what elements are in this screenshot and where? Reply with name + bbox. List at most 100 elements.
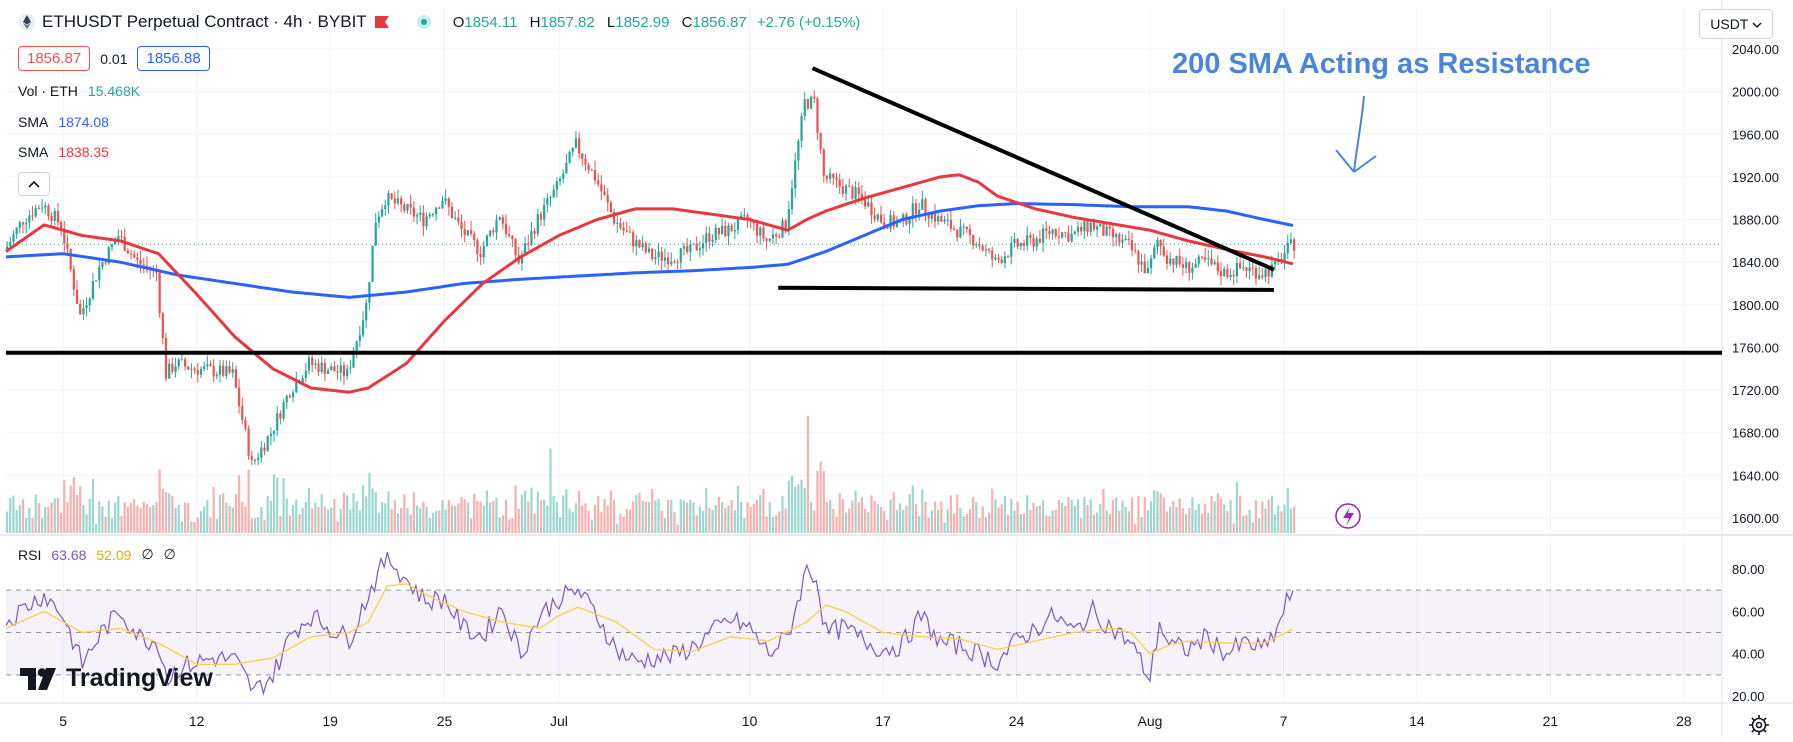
candle-up <box>94 280 98 282</box>
candle-up <box>867 202 870 207</box>
sell-price-button[interactable]: 1856.87 <box>18 46 91 71</box>
symbol-title[interactable]: ETHUSDT Perpetual Contract · 4h · BYBIT <box>42 12 367 31</box>
sma50-legend[interactable]: SMA 1838.35 <box>18 144 109 160</box>
volume-bar <box>1280 511 1283 533</box>
currency-button[interactable]: USDT <box>1699 9 1773 39</box>
rsi-legend[interactable]: RSI 63.68 52.09 ∅ ∅ <box>18 546 176 563</box>
candle-down <box>873 215 876 220</box>
candle-down <box>612 212 616 224</box>
volume-bar <box>342 492 346 533</box>
volume-bar <box>368 472 371 533</box>
collapse-legend-button[interactable] <box>18 172 50 196</box>
volume-bar <box>339 508 342 533</box>
settings-button[interactable] <box>1748 714 1770 736</box>
candle-up <box>444 198 447 201</box>
volume-bar <box>1003 496 1007 533</box>
volume-bar <box>174 507 177 533</box>
candle-up <box>574 138 578 148</box>
candle-up <box>994 257 997 260</box>
volume-bar <box>536 491 539 533</box>
tradingview-watermark: TradingView <box>20 664 213 693</box>
candle-up <box>809 96 813 109</box>
candle-up <box>523 243 527 255</box>
candle-down <box>187 366 190 370</box>
candle-up <box>543 204 546 220</box>
candle-up <box>689 244 692 252</box>
price-tick-label: 1600.00 <box>1732 511 1779 526</box>
candles <box>6 90 1296 466</box>
candle-down <box>972 234 975 246</box>
volume-bar <box>234 493 238 533</box>
volume-bar <box>686 502 689 533</box>
volume-bar <box>88 498 91 533</box>
volume-bar <box>571 511 574 533</box>
candle-up <box>1153 247 1156 259</box>
candle-down <box>1127 238 1130 241</box>
candle-up <box>562 173 565 179</box>
candle-down <box>317 363 320 372</box>
volume-bar <box>635 495 638 533</box>
candle-down <box>581 153 584 159</box>
volume-bar <box>31 518 34 533</box>
candle-down <box>730 225 733 232</box>
volume-bar <box>40 518 44 533</box>
annotation-arrow <box>1335 95 1377 173</box>
volume-bar <box>908 494 911 533</box>
volume-bar <box>1165 511 1169 533</box>
volume-bar <box>1143 496 1146 533</box>
volume-bar <box>975 502 978 533</box>
candle-up <box>489 230 492 236</box>
candle-down <box>1216 262 1219 272</box>
volume-bar <box>584 503 587 533</box>
candle-up <box>1264 269 1267 278</box>
candle-down <box>342 365 346 377</box>
volume-bar <box>225 502 228 533</box>
volume-bar <box>276 477 279 533</box>
volume-bar <box>806 416 810 533</box>
volume-bar <box>641 500 644 533</box>
volume-legend[interactable]: Vol · ETH 15.468K <box>18 83 140 99</box>
candle-up <box>918 209 921 215</box>
candle-up <box>374 222 377 246</box>
candle-down <box>1092 222 1096 230</box>
candle-up <box>1070 233 1073 242</box>
candle-up <box>435 207 438 215</box>
volume-bar <box>558 517 562 533</box>
volume-bar <box>428 518 431 533</box>
volume-bar <box>682 500 686 533</box>
sma200-legend[interactable]: SMA 1874.08 <box>18 114 109 130</box>
volume-bar <box>612 499 616 533</box>
volume-bar <box>371 488 374 533</box>
volume-bar <box>469 518 473 533</box>
candle-up <box>571 147 574 153</box>
volume-bar <box>1019 514 1022 533</box>
volume-bar <box>886 519 889 533</box>
candle-up <box>1191 267 1194 273</box>
flag-icon[interactable] <box>373 15 391 29</box>
candle-up <box>794 160 797 189</box>
market-status-dot[interactable] <box>416 15 431 29</box>
volume-bar <box>152 504 155 533</box>
volume-bar <box>241 501 244 533</box>
volume-bar <box>724 507 727 533</box>
volume-bar <box>762 488 765 533</box>
candle-up <box>441 200 444 209</box>
candle-down <box>1267 269 1270 277</box>
buy-price-button[interactable]: 1856.88 <box>137 46 210 71</box>
volume-bar <box>218 494 222 533</box>
volume-bar <box>1277 505 1280 533</box>
volume-bar <box>374 492 377 533</box>
candle-up <box>203 366 206 369</box>
candle-down <box>412 207 415 217</box>
volume-bar <box>832 508 835 533</box>
volume-bar <box>746 502 749 533</box>
volume-bar <box>253 517 257 533</box>
candle-down <box>870 202 873 216</box>
candle-down <box>883 222 886 226</box>
volume-bar <box>660 510 663 533</box>
volume-bar <box>50 502 53 533</box>
candle-down <box>1181 264 1185 268</box>
volume-bar <box>959 508 962 533</box>
candle-up <box>959 226 962 238</box>
